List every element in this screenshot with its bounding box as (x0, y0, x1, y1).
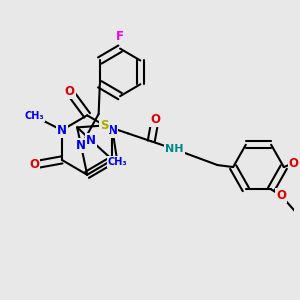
Text: O: O (289, 157, 298, 169)
Text: CH₃: CH₃ (25, 111, 44, 121)
Text: O: O (30, 158, 40, 171)
Text: N: N (76, 139, 86, 152)
Text: O: O (64, 85, 75, 98)
Text: O: O (150, 113, 160, 126)
Text: O: O (276, 189, 286, 202)
Text: CH₃: CH₃ (108, 157, 127, 167)
Text: S: S (100, 119, 109, 132)
Text: N: N (107, 124, 118, 137)
Text: NH: NH (165, 144, 184, 154)
Text: N: N (57, 124, 67, 137)
Text: N: N (86, 134, 96, 146)
Text: F: F (116, 30, 124, 43)
